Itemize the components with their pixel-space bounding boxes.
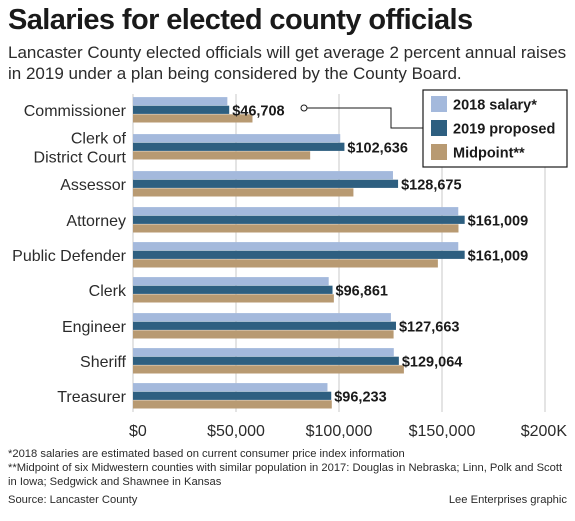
value-label-assessor: $128,675 xyxy=(401,178,461,194)
footnote-midpoint: **Midpoint of six Midwestern counties wi… xyxy=(8,462,563,488)
category-label-assessor: Assessor xyxy=(60,177,126,194)
category-label-attorney: Attorney xyxy=(66,213,126,230)
bar-midpoint-commissioner xyxy=(133,114,253,123)
category-label-engineer: Engineer xyxy=(62,319,127,336)
value-label-clerk-of-district-court: $102,636 xyxy=(347,141,407,157)
callout-connector xyxy=(307,107,423,129)
value-label-attorney: $161,009 xyxy=(468,214,528,230)
legend-swatch-2018-salary xyxy=(431,96,447,112)
bar-2018-salary-clerk-of-district-court xyxy=(133,134,341,143)
bar-midpoint-treasurer xyxy=(133,400,332,409)
category-label-clerk-of-district-court-line-1: Clerk of xyxy=(71,131,127,148)
bar-2018-salary-clerk xyxy=(133,277,329,286)
x-tick-label-1: $50,000 xyxy=(207,423,265,440)
bar-midpoint-clerk xyxy=(133,294,334,303)
legend-swatch-midpoint xyxy=(431,144,447,160)
category-label-sheriff: Sheriff xyxy=(80,354,127,371)
bar-2019-proposed-clerk xyxy=(133,285,333,294)
bar-2019-proposed-clerk-of-district-court xyxy=(133,142,345,151)
category-label-treasurer: Treasurer xyxy=(57,389,126,406)
bar-2019-proposed-assessor xyxy=(133,179,399,188)
bar-2018-salary-commissioner xyxy=(133,97,228,106)
bar-2018-salary-attorney xyxy=(133,207,459,216)
x-tick-label-4: $200K xyxy=(521,423,568,440)
bar-midpoint-attorney xyxy=(133,224,459,233)
footnote-2018: *2018 salaries are estimated based on cu… xyxy=(8,448,405,460)
bar-midpoint-engineer xyxy=(133,330,394,339)
bar-2018-salary-sheriff xyxy=(133,348,394,357)
bar-midpoint-sheriff xyxy=(133,365,404,374)
value-label-sheriff: $129,064 xyxy=(402,355,462,371)
bar-midpoint-assessor xyxy=(133,188,354,197)
legend-label-midpoint: Midpoint** xyxy=(453,146,525,162)
bar-2019-proposed-treasurer xyxy=(133,391,332,400)
value-label-engineer: $127,663 xyxy=(399,320,459,336)
bar-2018-salary-treasurer xyxy=(133,383,328,392)
bar-2018-salary-engineer xyxy=(133,313,391,322)
legend-swatch-2019-proposed xyxy=(431,120,447,136)
bar-midpoint-public-defender xyxy=(133,259,438,268)
bar-2018-salary-assessor xyxy=(133,171,393,180)
bar-2019-proposed-sheriff xyxy=(133,356,399,365)
source-note: Source: Lancaster County xyxy=(8,494,138,506)
bar-2019-proposed-attorney xyxy=(133,215,465,224)
value-label-public-defender: $161,009 xyxy=(468,249,528,265)
x-tick-label-0: $0 xyxy=(129,423,147,440)
callout-dot xyxy=(300,104,308,112)
bar-2019-proposed-commissioner xyxy=(133,105,230,114)
chart-subtitle: Lancaster County elected officials will … xyxy=(8,43,567,83)
value-label-treasurer: $96,233 xyxy=(334,390,386,406)
bar-2018-salary-public-defender xyxy=(133,242,459,251)
category-label-commissioner: Commissioner xyxy=(24,103,127,120)
value-label-clerk: $96,861 xyxy=(336,284,388,300)
graphic-credit: Lee Enterprises graphic xyxy=(448,494,567,506)
chart-title: Salaries for elected county officials xyxy=(8,4,473,36)
bar-2019-proposed-engineer xyxy=(133,321,396,330)
value-label-commissioner: $46,708 xyxy=(232,104,284,120)
bar-midpoint-clerk-of-district-court xyxy=(133,151,311,160)
x-tick-label-3: $150,000 xyxy=(409,423,476,440)
legend-label-2019-proposed: 2019 proposed xyxy=(453,122,555,138)
category-label-clerk: Clerk xyxy=(89,283,127,300)
category-label-public-defender: Public Defender xyxy=(12,248,127,265)
category-label-clerk-of-district-court-line-2: District Court xyxy=(34,150,127,167)
x-tick-label-2: $100,000 xyxy=(306,423,373,440)
bar-2019-proposed-public-defender xyxy=(133,250,465,259)
legend-label-2018-salary: 2018 salary* xyxy=(453,98,537,114)
